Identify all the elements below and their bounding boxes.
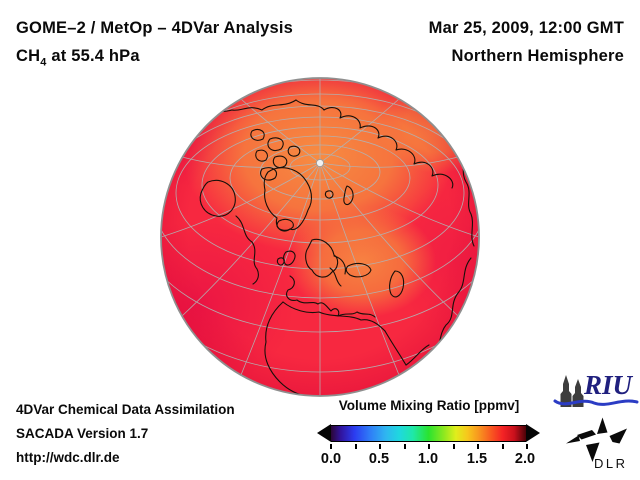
colorbar-tick-label: 0.0 xyxy=(320,451,342,467)
colorbar-tick xyxy=(379,444,381,449)
globe-limb xyxy=(160,77,480,397)
dlr-logo-text: DLR xyxy=(594,456,628,471)
timestamp: Mar 25, 2009, 12:00 GMT xyxy=(428,19,624,37)
colorbar-tick xyxy=(428,444,430,449)
colorbar-tick-label: 0.5 xyxy=(368,451,390,467)
colorbar-right-arrow xyxy=(526,424,540,442)
colorbar-tick xyxy=(330,444,332,449)
assimilation-label: 4DVar Chemical Data Assimilation xyxy=(16,402,235,417)
colorbar-tick xyxy=(355,444,357,449)
ch4-field xyxy=(161,78,479,396)
riu-logo-text: RIU xyxy=(584,370,633,400)
colorbar-tick xyxy=(477,444,479,449)
pressure-level: at 55.4 hPa xyxy=(46,47,140,65)
header-right: Mar 25, 2009, 12:00 GMT Northern Hemisph… xyxy=(429,14,624,70)
colorbar-tick-label: 2.0 xyxy=(514,451,536,467)
colorbar-tick-label: 1.0 xyxy=(417,451,439,467)
graticule xyxy=(161,78,479,396)
colorbar-left-arrow xyxy=(317,424,331,442)
colorbar-gradient xyxy=(331,425,526,442)
species-level-line: CH4 at 55.4 hPa xyxy=(16,42,293,76)
colorbar-tick-label: 1.5 xyxy=(466,451,488,467)
footer-credits: 4DVar Chemical Data Assimilation SACADA … xyxy=(16,398,235,470)
version-label: SACADA Version 1.7 xyxy=(16,426,149,441)
colorbar-tick xyxy=(502,444,504,449)
north-pole-marker xyxy=(315,158,325,168)
colorbar: 0.0 0.5 1.0 1.5 2.0 xyxy=(317,424,541,472)
header-left: GOME–2 / MetOp – 4DVar Analysis CH4 at 5… xyxy=(16,14,293,76)
species-name: CH xyxy=(16,47,41,65)
plot-title: GOME–2 / MetOp – 4DVar Analysis xyxy=(16,19,294,37)
species-subscript: 4 xyxy=(40,56,47,69)
colorbar-tick xyxy=(404,444,406,449)
hemisphere-label: Northern Hemisphere xyxy=(451,47,624,65)
colorbar-title: Volume Mixing Ratio [ppmv] xyxy=(338,398,520,413)
website-url: http://wdc.dlr.de xyxy=(16,450,120,465)
colorbar-tick xyxy=(453,444,455,449)
colorbar-tick xyxy=(526,444,528,449)
